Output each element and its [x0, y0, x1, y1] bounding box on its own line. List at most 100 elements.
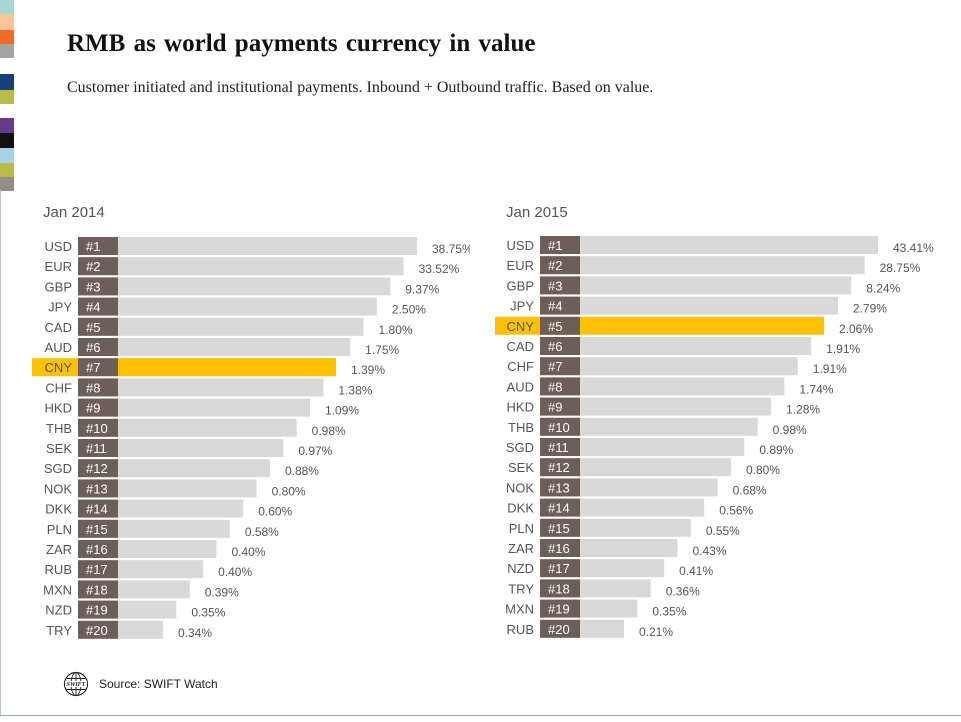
- rank-label: #4: [86, 300, 100, 315]
- bar-chf: [540, 357, 798, 376]
- bar-thb: [78, 418, 297, 437]
- rank-label: #1: [86, 239, 100, 254]
- value-label: 2.79%: [853, 302, 887, 316]
- rank-label: #5: [548, 319, 562, 334]
- currency-code-label: NZD: [507, 561, 534, 576]
- bar-aud: [78, 338, 351, 356]
- value-label: 0.39%: [205, 585, 239, 599]
- value-label: 1.91%: [813, 362, 847, 376]
- color-stripe: [0, 148, 14, 163]
- color-stripe: [0, 163, 14, 177]
- currency-code-label: USD: [507, 238, 534, 253]
- rank-box: [540, 357, 580, 376]
- swift-logo-text: SWIFT: [67, 682, 86, 688]
- rank-label: #13: [548, 480, 570, 495]
- rank-box: [540, 256, 580, 275]
- color-stripe: [0, 44, 14, 58]
- rank-label: #11: [548, 440, 569, 455]
- value-label: 38.75%: [432, 242, 470, 256]
- currency-code-label: CAD: [45, 320, 72, 335]
- source-footer: SWIFT Source: SWIFT Watch: [63, 670, 218, 698]
- bar-cad: [540, 337, 812, 355]
- color-stripe: [0, 58, 14, 74]
- rank-box: [540, 276, 580, 295]
- rank-box: [540, 337, 580, 355]
- value-label: 2.50%: [392, 303, 426, 317]
- bar-chart-jan-2014: USD #1 38.75% EUR #2 33.52% GBP #3 9.37% JPY #4 2.5…: [32, 237, 470, 640]
- value-label: 0.80%: [746, 463, 780, 477]
- currency-code-label: AUD: [507, 379, 534, 394]
- currency-code-label: RUB: [507, 622, 534, 637]
- value-label: 2.06%: [839, 322, 873, 336]
- currency-code-label: HKD: [507, 400, 534, 415]
- currency-code-label: SEK: [46, 441, 72, 456]
- rank-label: #10: [86, 421, 108, 436]
- value-label: 33.52%: [419, 262, 460, 276]
- currency-code-label: DKK: [507, 501, 534, 516]
- rank-box: [540, 579, 580, 598]
- rank-label: #18: [548, 581, 570, 596]
- value-label: 0.34%: [178, 626, 212, 640]
- currency-code-label: SEK: [508, 460, 534, 475]
- bar-gbp: [78, 277, 391, 296]
- rank-label: #16: [86, 542, 108, 557]
- rank-box: [540, 296, 580, 315]
- swift-globe-icon: SWIFT: [63, 671, 89, 697]
- color-stripe: [0, 14, 14, 30]
- rank-box: [78, 620, 118, 639]
- highlight-label-background: [495, 316, 540, 335]
- value-label: 0.40%: [231, 545, 265, 559]
- currency-code-label: CNY: [507, 319, 535, 334]
- panel-title-2014: Jan 2014: [43, 204, 105, 221]
- value-label: 1.38%: [338, 383, 372, 397]
- rank-label: #14: [548, 501, 570, 516]
- rank-box: [78, 358, 118, 377]
- value-label: 0.56%: [719, 504, 753, 518]
- color-stripe: [0, 133, 14, 148]
- bottom-edge-line: [0, 715, 961, 716]
- rank-box: [540, 539, 580, 557]
- rank-label: #5: [86, 320, 100, 335]
- rank-box: [540, 498, 580, 517]
- rank-label: #4: [548, 299, 562, 314]
- currency-code-label: USD: [45, 239, 72, 254]
- bar-sek: [78, 439, 284, 457]
- currency-code-label: SGD: [44, 461, 72, 476]
- rank-box: [540, 559, 580, 578]
- rank-box: [540, 458, 580, 477]
- rank-box: [78, 519, 118, 538]
- rank-box: [540, 438, 580, 456]
- bar-dkk: [78, 499, 244, 518]
- bar-hkd: [540, 397, 772, 416]
- rank-label: #14: [86, 502, 108, 517]
- rank-label: #6: [86, 340, 100, 355]
- color-stripe: [0, 104, 14, 118]
- currency-code-label: HKD: [45, 401, 72, 416]
- rank-label: #12: [86, 461, 108, 476]
- value-label: 1.91%: [826, 342, 860, 356]
- bar-chf: [78, 378, 324, 397]
- page-subtitle: Customer initiated and institutional pay…: [67, 79, 654, 96]
- rank-box: [78, 378, 118, 397]
- rank-box: [78, 338, 118, 356]
- left-edge-line: [0, 190, 1, 716]
- currency-code-label: TRY: [46, 623, 72, 638]
- bar-aud: [540, 377, 785, 396]
- currency-code-label: JPY: [510, 299, 534, 314]
- color-stripe: [0, 90, 14, 104]
- highlight-label-background: [32, 358, 78, 377]
- value-label: 1.28%: [786, 403, 820, 417]
- currency-code-label: THB: [46, 421, 72, 436]
- value-label: 8.24%: [866, 281, 900, 295]
- rank-box: [78, 600, 118, 619]
- rank-box: [540, 236, 580, 254]
- rank-box: [540, 316, 580, 335]
- source-text: Source: SWIFT Watch: [99, 677, 218, 691]
- bar-sgd: [540, 438, 745, 456]
- value-label: 0.58%: [245, 525, 279, 539]
- color-stripe: [0, 74, 14, 90]
- currency-code-label: NOK: [44, 481, 73, 496]
- bar-cad: [78, 317, 364, 336]
- rank-box: [78, 398, 118, 417]
- rank-label: #2: [86, 259, 100, 274]
